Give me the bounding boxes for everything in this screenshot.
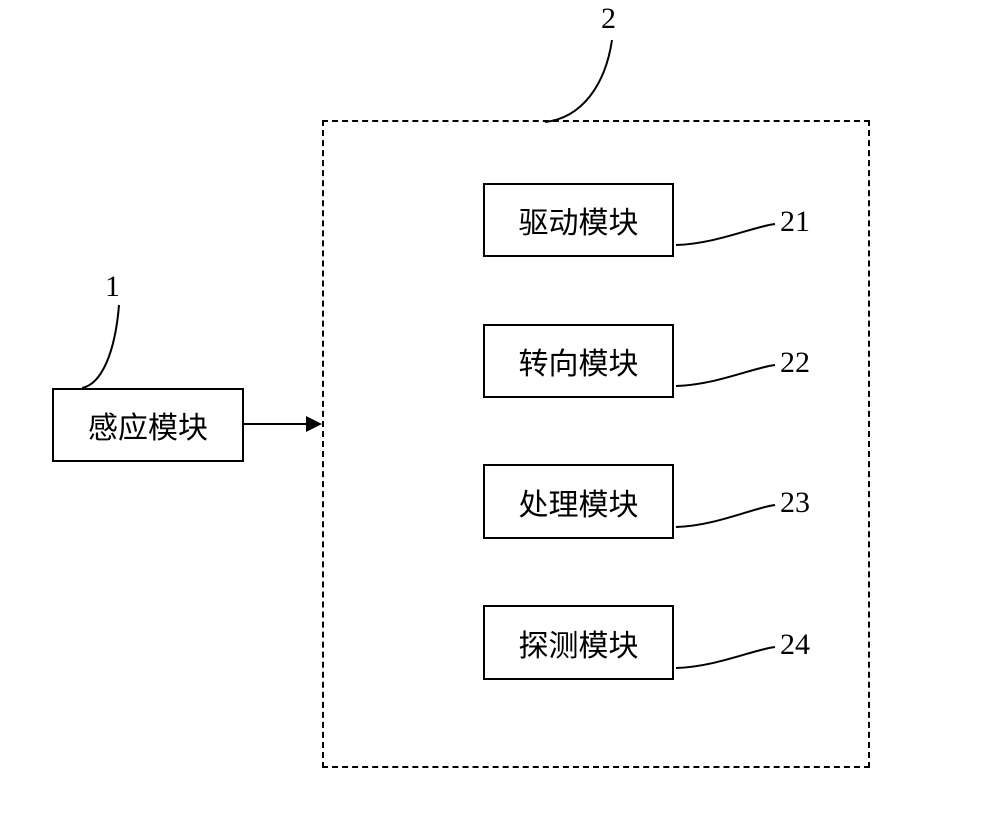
ref-label-24: 24 bbox=[780, 628, 810, 662]
processing-module-box: 处理模块 bbox=[483, 464, 674, 539]
detection-module-box: 探测模块 bbox=[483, 605, 674, 680]
steering-module-label: 转向模块 bbox=[519, 339, 639, 383]
drive-module-box: 驱动模块 bbox=[483, 183, 674, 257]
ref-label-22: 22 bbox=[780, 346, 810, 380]
ref-label-21: 21 bbox=[780, 205, 810, 239]
detection-module-label: 探测模块 bbox=[519, 621, 639, 665]
steering-module-box: 转向模块 bbox=[483, 324, 674, 398]
ref-label-2: 2 bbox=[601, 2, 616, 36]
sensor-module-label: 感应模块 bbox=[88, 403, 208, 447]
diagram-canvas: 感应模块 驱动模块 转向模块 处理模块 探测模块 1 2 21 22 23 24 bbox=[0, 0, 1000, 818]
ref-label-1: 1 bbox=[105, 270, 120, 304]
processing-module-label: 处理模块 bbox=[519, 480, 639, 524]
sensor-module-box: 感应模块 bbox=[52, 388, 244, 462]
ref-label-23: 23 bbox=[780, 486, 810, 520]
drive-module-label: 驱动模块 bbox=[519, 198, 639, 242]
